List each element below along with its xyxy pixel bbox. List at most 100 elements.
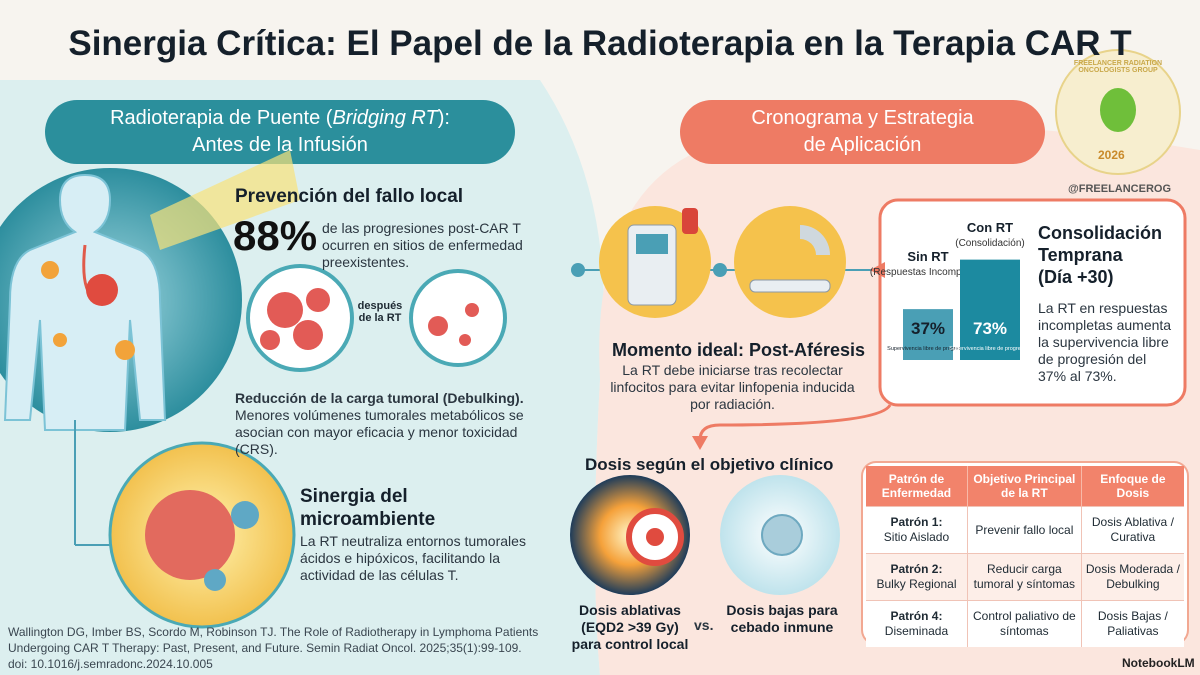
heading: Sinergia del microambiente (300, 486, 436, 530)
bar (960, 259, 1020, 360)
banner-text: ): (437, 107, 450, 129)
banner-text: Antes de la Infusión (192, 134, 368, 156)
target-center (646, 528, 664, 546)
text: La RT en respuestas incompletas aumenta … (1038, 300, 1172, 384)
text: La RT neutraliza entornos tumorales ácid… (300, 533, 526, 583)
table-cell: Reducir carga tumoral y síntomas (967, 553, 1082, 601)
category-note: (Consolidación) (955, 238, 1024, 249)
table-cell: Control paliativo de síntomas (967, 600, 1082, 647)
table-cell: Patrón 1: Sitio Aislado (866, 506, 968, 554)
body (3, 173, 167, 431)
table-cell: Prevenir fallo local (967, 506, 1082, 554)
heading-line: (Día +30) (1038, 267, 1114, 287)
header-cell: Objetivo Principal de la RT (967, 466, 1082, 507)
heading: Momento ideal: Post-Aféresis (612, 340, 866, 360)
citation-line: doi: 10.1016/j.semradonc.2024.10.005 (8, 657, 213, 671)
table-header: Patrón de Enfermedad Objetivo Principal … (866, 466, 1184, 507)
heading: Dosis según el objetivo clínico (585, 455, 834, 474)
category-note: (Respuestas Incompletas) (870, 267, 986, 278)
t-cell (231, 501, 259, 529)
category-label: Sin RT (907, 249, 948, 264)
stat: 88% (233, 212, 318, 259)
vs: vs. (694, 617, 714, 633)
bar-caption: Supervivencia libre de progresión (887, 346, 969, 352)
tumor-site (115, 340, 135, 360)
heading-line: Consolidación (1038, 223, 1163, 243)
category-label: Con RT (967, 220, 1013, 235)
tumor-after (409, 269, 507, 367)
blood-bag (682, 208, 698, 234)
dose-table: Patrón de Enfermedad Objetivo Principal … (866, 466, 1184, 647)
cell-line: Diseminada (884, 624, 949, 638)
table-row: Patrón 2: Bulky Regional Reducir carga tum… (866, 553, 1184, 601)
value-label: 73% (973, 319, 1007, 338)
banner-text: de Aplicación (803, 134, 922, 156)
table-cell: Dosis Bajas / Paliativas (1081, 600, 1184, 647)
timeline-dot (713, 263, 727, 277)
table-row: Patrón 1: Sitio Aislado Prevenir fallo loc… (866, 506, 1184, 554)
bar-caption: Supervivencia libre de progresión (949, 346, 1031, 352)
citation-line: Wallington DG, Imber BS, Scordo M, Robin… (8, 625, 539, 639)
table-cell: Patrón 4: Diseminada (866, 600, 968, 647)
tumor-cell (293, 320, 323, 350)
banner-text: Radioterapia de Puente ( (110, 107, 333, 129)
text: La RT debe iniciarse tras recolectar lin… (610, 362, 855, 412)
gantry (800, 225, 830, 255)
radiotherapy-icon (734, 206, 846, 318)
bar (903, 309, 953, 360)
logo-frog (1100, 88, 1136, 132)
couch (749, 279, 831, 293)
text: de las progresiones post-CAR T ocurren e… (322, 220, 523, 270)
beam (150, 150, 300, 250)
timeline-dot (571, 263, 585, 277)
caption: Dosis ablativas (EQD2 >39 Gy) para contr… (571, 602, 689, 652)
right-banner (680, 100, 1045, 164)
citation: Wallington DG, Imber BS, Scordo M, Robin… (8, 624, 538, 672)
logo-year: 2026 (1098, 148, 1125, 162)
text: Menores volúmenes tumorales metabólicos … (235, 407, 524, 457)
left-banner (45, 100, 515, 164)
consolidation-card (878, 198, 1187, 407)
machine-screen (636, 234, 668, 254)
table-body: Patrón 1: Sitio Aislado Prevenir fallo loc… (866, 506, 1184, 647)
caption: Dosis bajas para cebado inmune (726, 602, 838, 635)
logo-text: FREELANCER RADIATION ONCOLOGISTS GROUP (1073, 60, 1163, 74)
arrow-head (692, 436, 708, 450)
tumor-cell (465, 303, 479, 317)
label: después de la RT (357, 300, 403, 324)
tumor-mass (145, 490, 235, 580)
right-banner-text: Cronograma y Estrategia de Aplicación (680, 105, 1045, 159)
tumor-cell (260, 330, 280, 350)
heading: Reducción de la carga tumoral (Debulking… (235, 390, 524, 406)
cell-line: Sitio Aislado (883, 530, 950, 544)
cell-line: Patrón 2: (890, 562, 943, 576)
header-cell: Enfoque de Dosis (1081, 466, 1184, 507)
citation-line: Undergoing CAR T Therapy: Past, Present,… (8, 641, 522, 655)
table-row: Patrón 4: Diseminada Control paliativo de … (866, 600, 1184, 647)
cell-line: Bulky Regional (876, 577, 957, 591)
arrow (698, 404, 892, 441)
table-cell: Dosis Ablativa / Curativa (1081, 506, 1184, 554)
value-label: 37% (911, 319, 945, 338)
footer: NotebookLM (1122, 656, 1195, 670)
tumor-site (41, 261, 59, 279)
immune-cell (761, 514, 803, 556)
heart (86, 274, 118, 306)
title: Sinergia Crítica: El Papel de la Radiote… (68, 24, 1132, 63)
table-cell: Dosis Moderada / Debulking (1081, 553, 1184, 601)
handle: @FREELANCEROG (1068, 183, 1172, 195)
pointer (870, 262, 885, 278)
heading: Consolidación Temprana (Día +30) (1038, 222, 1162, 288)
cell-line: Patrón 1: (890, 515, 943, 529)
tumor-cell (428, 316, 448, 336)
banner-text: Bridging RT (332, 107, 438, 129)
mini-chart: 37% Supervivencia libre de progresión Sin … (870, 220, 1031, 360)
tumor-cell (306, 288, 330, 312)
table-cell: Patrón 2: Bulky Regional (866, 553, 968, 601)
heading: Prevención del fallo local (235, 186, 464, 207)
tumor-cell (459, 334, 471, 346)
heading-line: Temprana (1038, 245, 1123, 265)
cell-line: Patrón 4: (890, 609, 943, 623)
t-cell (204, 569, 226, 591)
